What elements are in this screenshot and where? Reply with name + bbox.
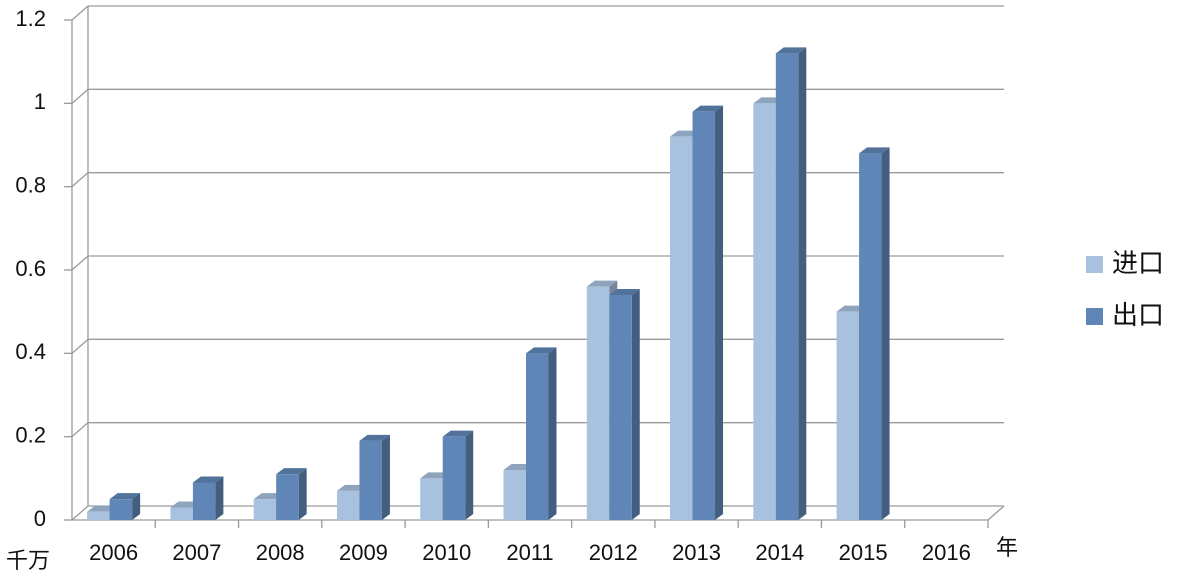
- x-tick-label: 2011: [506, 540, 553, 565]
- bar-side: [881, 147, 890, 521]
- bar: [609, 295, 632, 520]
- bar: [170, 507, 193, 520]
- bar-top: [526, 347, 557, 354]
- x-tick-label: 2016: [922, 540, 971, 565]
- y-tick-label: 1.2: [15, 6, 46, 31]
- bar: [253, 499, 277, 520]
- grid-diag: [71, 422, 89, 438]
- legend-swatch: [1086, 256, 1103, 273]
- bar: [692, 111, 716, 521]
- bar-top: [609, 289, 640, 295]
- bar-top: [692, 105, 724, 112]
- y-tick-label: 0.4: [15, 339, 46, 364]
- legend-label: 出口: [1112, 300, 1164, 330]
- bar: [859, 153, 882, 521]
- floor-edge: [987, 505, 1005, 521]
- bar-top: [859, 147, 890, 154]
- grid-diag: [71, 338, 89, 354]
- bar: [670, 136, 693, 520]
- bar-side: [298, 468, 307, 520]
- bar: [276, 474, 299, 520]
- x-tick-label: 2014: [755, 540, 804, 565]
- x-tick-label: 2009: [339, 540, 388, 565]
- bar-side: [798, 47, 807, 520]
- bar: [775, 53, 799, 520]
- x-tick-label: 2013: [672, 540, 721, 565]
- bar: [109, 499, 133, 520]
- y-unit: 千万: [6, 548, 50, 573]
- bar: [420, 478, 443, 520]
- bar-side: [215, 476, 224, 520]
- bar: [836, 311, 860, 520]
- bar-top: [442, 430, 474, 437]
- grid-diag: [71, 505, 89, 521]
- grid-diag: [71, 172, 89, 188]
- x-tick-label: 2008: [256, 540, 305, 565]
- bar-top: [586, 280, 618, 287]
- x-tick-label: 2012: [589, 540, 638, 565]
- grid-diag: [71, 88, 89, 104]
- bar-side: [381, 434, 390, 520]
- bar: [192, 482, 216, 520]
- bar-top: [109, 493, 141, 500]
- grid-diag: [71, 255, 89, 271]
- legend-label: 进口: [1112, 248, 1164, 278]
- y-tick-label: 0.8: [15, 172, 46, 197]
- x-tick-label: 2010: [422, 540, 471, 565]
- bar-top: [192, 476, 224, 483]
- y-tick-label: 1: [34, 89, 46, 114]
- x-tick-label: 2015: [839, 540, 888, 565]
- bar-top: [359, 434, 390, 441]
- bar: [503, 470, 526, 520]
- bar-side: [715, 105, 724, 521]
- legend-swatch: [1086, 308, 1103, 325]
- y-tick-label: 0.2: [15, 422, 46, 447]
- bar-side: [548, 347, 557, 520]
- y-tick-label: 0: [34, 506, 46, 531]
- bar: [526, 353, 549, 520]
- y-tick-label: 0.6: [15, 256, 46, 281]
- x-unit: 年: [996, 535, 1018, 560]
- bar: [336, 490, 360, 520]
- grid-diag: [71, 5, 89, 21]
- bar: [87, 511, 110, 520]
- bar-side: [465, 430, 474, 520]
- bar: [753, 103, 776, 520]
- bar-top: [276, 468, 307, 475]
- bar: [586, 286, 610, 520]
- bar-side: [631, 289, 640, 520]
- bar-side: [132, 493, 141, 520]
- x-tick-label: 2006: [89, 540, 138, 565]
- bar: [359, 440, 382, 520]
- bar: [442, 436, 466, 520]
- x-tick-label: 2007: [172, 540, 221, 565]
- bar-top: [775, 47, 807, 54]
